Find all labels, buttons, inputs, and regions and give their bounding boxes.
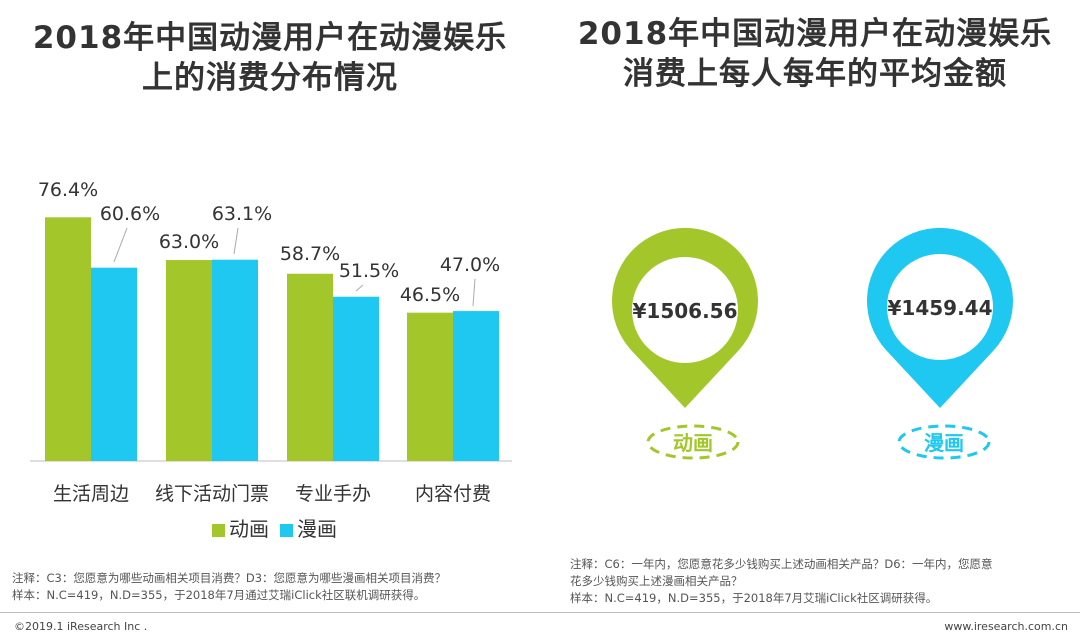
data-label-manga-1: 60.6% — [100, 203, 160, 225]
right-notes: 注释：C6：一年内，您愿意花多少钱购买上述动画相关产品？D6：一年内，您愿意 花… — [570, 556, 1070, 607]
left-note-line1: 注释：C3：您愿意为哪些动画相关项目消费？D3：您愿意为哪些漫画相关项目消费？ — [12, 571, 447, 585]
bar-anime-2 — [166, 260, 212, 461]
legend-anime-swatch — [212, 524, 225, 537]
anime-pin-hole — [632, 257, 738, 363]
anime-pin-label: 动画 — [673, 431, 713, 455]
left-chart-title: 2018年中国动漫用户在动漫娱乐 上的消费分布情况 — [20, 18, 520, 98]
manga-pin-hole — [887, 254, 993, 360]
data-label-manga-3: 51.5% — [339, 260, 399, 282]
data-label-anime-2: 63.0% — [159, 231, 219, 253]
data-label-manga-4: 47.0% — [440, 254, 500, 276]
left-title-line2: 上的消费分布情况 — [142, 60, 398, 96]
legend-manga-swatch — [280, 524, 293, 537]
legend-manga: 漫画 — [280, 513, 337, 542]
manga-pin-value: ¥1459.44 — [887, 296, 992, 320]
right-note-line1: 注释：C6：一年内，您愿意花多少钱购买上述动画相关产品？D6：一年内，您愿意 — [570, 557, 993, 571]
left-note-line2: 样本：N.C=419，N.D=355，于2018年7月通过艾瑞iClick社区联… — [12, 588, 426, 602]
leader-line-1 — [113, 227, 128, 263]
category-label-2: 线下活动门票 — [155, 483, 269, 505]
bar-anime-4 — [407, 312, 453, 461]
category-label-3: 专业手办 — [295, 483, 371, 505]
leader-line-4 — [472, 278, 476, 307]
bar-anime-3 — [287, 273, 333, 461]
manga-pin: ¥1459.44 漫画 — [867, 227, 1013, 460]
bar-manga-4 — [453, 311, 499, 461]
right-note-line2: 花多少钱购买上述漫画相关产品？ — [570, 574, 743, 588]
average-spend-pins: ¥1506.56 动画 ¥1459.44 漫画 — [611, 227, 1013, 460]
data-label-anime-4: 46.5% — [400, 284, 460, 306]
footer-copyright: ©2019.1 iResearch Inc . — [14, 620, 148, 633]
manga-label-ellipse — [897, 424, 991, 460]
bar-chart: 生活周边 线下活动门票 专业手办 内容付费 76.4% 63.0% 58.7% 46.5% 60… — [30, 179, 512, 505]
bar-manga-1 — [91, 267, 137, 461]
data-label-anime-3: 58.7% — [280, 243, 340, 265]
anime-pin: ¥1506.56 动画 — [611, 227, 759, 460]
bar-anime-1 — [45, 217, 91, 461]
right-note-line3: 样本：N.C=419，N.D=355，于2018年7月艾瑞iClick社区调研获… — [570, 591, 938, 605]
left-title-line1: 2018年中国动漫用户在动漫娱乐 — [32, 20, 508, 56]
footer-website: www.iresearch.com.cn — [944, 620, 1068, 633]
leader-line-3 — [355, 284, 364, 292]
bar-manga-2 — [212, 259, 258, 461]
data-label-anime-1: 76.4% — [38, 179, 98, 201]
bar-manga-3 — [333, 296, 379, 461]
anime-pin-value: ¥1506.56 — [632, 299, 737, 323]
footer-divider — [0, 612, 1080, 613]
right-chart-title: 2018年中国动漫用户在动漫娱乐 消费上每人每年的平均金额 — [555, 14, 1075, 94]
data-label-manga-2: 63.1% — [212, 203, 272, 225]
left-notes: 注释：C3：您愿意为哪些动画相关项目消费？D3：您愿意为哪些漫画相关项目消费？ … — [12, 570, 532, 604]
legend-anime: 动画 — [212, 513, 269, 542]
leader-line-2 — [233, 227, 239, 255]
right-title-line2: 消费上每人每年的平均金额 — [623, 56, 1007, 92]
category-label-1: 生活周边 — [53, 483, 129, 505]
legend-manga-label: 漫画 — [297, 517, 337, 541]
anime-label-ellipse — [646, 424, 740, 460]
category-label-4: 内容付费 — [415, 483, 491, 505]
legend-anime-label: 动画 — [229, 517, 269, 541]
right-title-line1: 2018年中国动漫用户在动漫娱乐 — [577, 16, 1053, 52]
manga-pin-label: 漫画 — [924, 431, 964, 455]
